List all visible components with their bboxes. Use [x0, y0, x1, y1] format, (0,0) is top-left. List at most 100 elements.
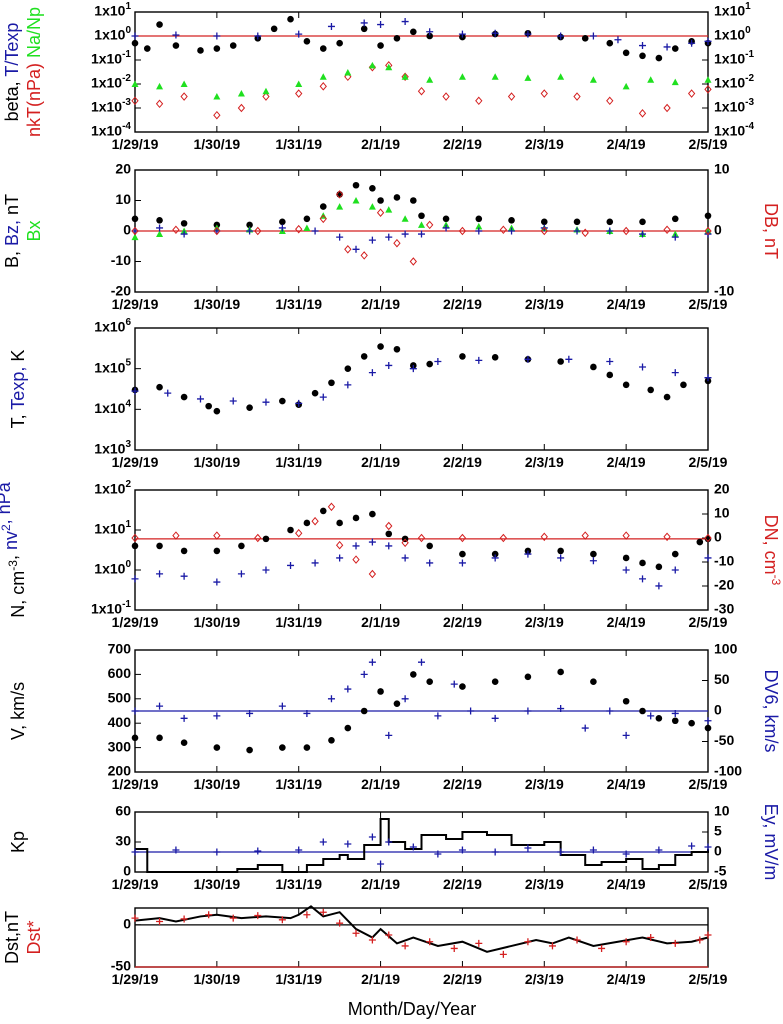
data-point	[590, 363, 597, 371]
data-point	[622, 850, 630, 858]
data-point	[156, 224, 164, 232]
data-point	[155, 99, 164, 109]
data-point	[540, 218, 548, 226]
data-point	[475, 356, 483, 364]
data-point	[376, 208, 385, 217]
y-tick-label: 1x10-1	[91, 599, 131, 617]
data-point	[401, 73, 409, 80]
data-point	[401, 230, 409, 238]
right-y-tick-label: -20	[714, 577, 734, 593]
data-point	[254, 533, 262, 543]
data-point	[639, 52, 646, 60]
data-point	[131, 707, 139, 715]
data-point	[459, 353, 466, 360]
data-point	[704, 717, 712, 725]
data-point	[213, 531, 221, 540]
x-tick-label: 1/30/19	[193, 136, 240, 152]
panel-temperature: 1/29/19 1/30/19 1/31/19 2/1/19 2/2/19 2/3/19 2…	[8, 317, 728, 470]
y-tick-label: 400	[108, 714, 132, 730]
right-y-tick-label: 1x10-4	[714, 121, 754, 139]
data-point	[279, 744, 286, 751]
x-tick-label: 2/2/19	[443, 454, 482, 470]
right-axis-label: Ey, mV/m	[761, 804, 781, 881]
data-point	[368, 569, 377, 579]
x-tick-label: 1/30/19	[193, 296, 240, 312]
data-point	[622, 697, 630, 705]
data-point	[606, 371, 614, 379]
data-point	[180, 393, 188, 401]
data-point	[278, 702, 286, 710]
y-tick-label: 700	[108, 641, 132, 657]
right-y-tick-label: -10	[714, 553, 734, 569]
data-point	[614, 36, 622, 44]
data-point	[548, 942, 556, 950]
series-blue	[131, 18, 712, 51]
data-point	[426, 76, 434, 83]
data-point	[377, 21, 385, 29]
data-point	[287, 561, 295, 569]
data-point	[303, 744, 311, 751]
data-point	[336, 519, 343, 527]
data-point	[491, 29, 499, 37]
data-point	[205, 402, 212, 410]
data-point	[352, 555, 360, 564]
data-point	[360, 19, 368, 27]
series-line	[135, 818, 709, 873]
x-tick-label: 1/29/19	[112, 136, 159, 152]
data-point	[131, 848, 139, 856]
data-point	[401, 72, 409, 82]
data-point	[131, 542, 139, 550]
x-tick-label: 2/4/19	[607, 776, 646, 792]
data-point	[606, 227, 614, 235]
data-point	[524, 938, 532, 946]
right-y-tick-label: 1x10-2	[714, 73, 754, 91]
data-point	[622, 82, 630, 90]
right-y-tick-label: 20	[714, 481, 730, 497]
series-blue	[131, 538, 712, 590]
data-point	[589, 76, 597, 83]
data-point	[508, 227, 516, 235]
data-point	[418, 658, 425, 666]
y-tick-label: 0	[123, 916, 131, 932]
x-tick-label: 1/30/19	[193, 614, 240, 630]
data-point	[319, 507, 327, 515]
data-point	[540, 532, 548, 542]
data-point	[237, 103, 246, 113]
data-point	[303, 709, 311, 717]
data-point	[377, 860, 385, 868]
data-point	[319, 73, 327, 80]
x-tick-label: 1/30/19	[193, 971, 240, 987]
series-green	[131, 61, 712, 100]
data-point	[180, 739, 188, 747]
panel-frame	[134, 489, 709, 611]
x-tick-label: 2/3/19	[525, 776, 564, 792]
data-point	[131, 80, 139, 87]
data-point	[336, 39, 343, 47]
data-point	[172, 31, 180, 39]
data-point	[385, 931, 393, 939]
x-tick-label: 2/2/19	[443, 971, 482, 987]
data-point	[434, 850, 442, 858]
data-point	[671, 717, 679, 725]
right-y-tick-label: 0	[714, 222, 722, 238]
x-tick-label: 1/30/19	[193, 776, 240, 792]
data-point	[377, 688, 384, 695]
x-tick-label: 2/2/19	[443, 776, 482, 792]
data-point	[336, 191, 343, 198]
y-tick-label: 0	[123, 222, 131, 238]
data-point	[663, 532, 671, 542]
data-point	[131, 914, 139, 922]
left-axis-label-2: Dst*	[24, 920, 44, 954]
data-point	[450, 944, 458, 952]
data-point	[303, 911, 311, 919]
data-point	[393, 700, 401, 707]
data-point	[238, 542, 245, 550]
data-point	[557, 73, 565, 80]
data-point	[442, 215, 450, 223]
x-tick-label: 2/5/19	[689, 876, 728, 892]
data-point	[319, 82, 327, 91]
y-tick-label: 1x10-1	[91, 49, 131, 67]
data-point	[671, 215, 679, 223]
data-point	[360, 353, 368, 360]
data-point	[131, 215, 139, 223]
